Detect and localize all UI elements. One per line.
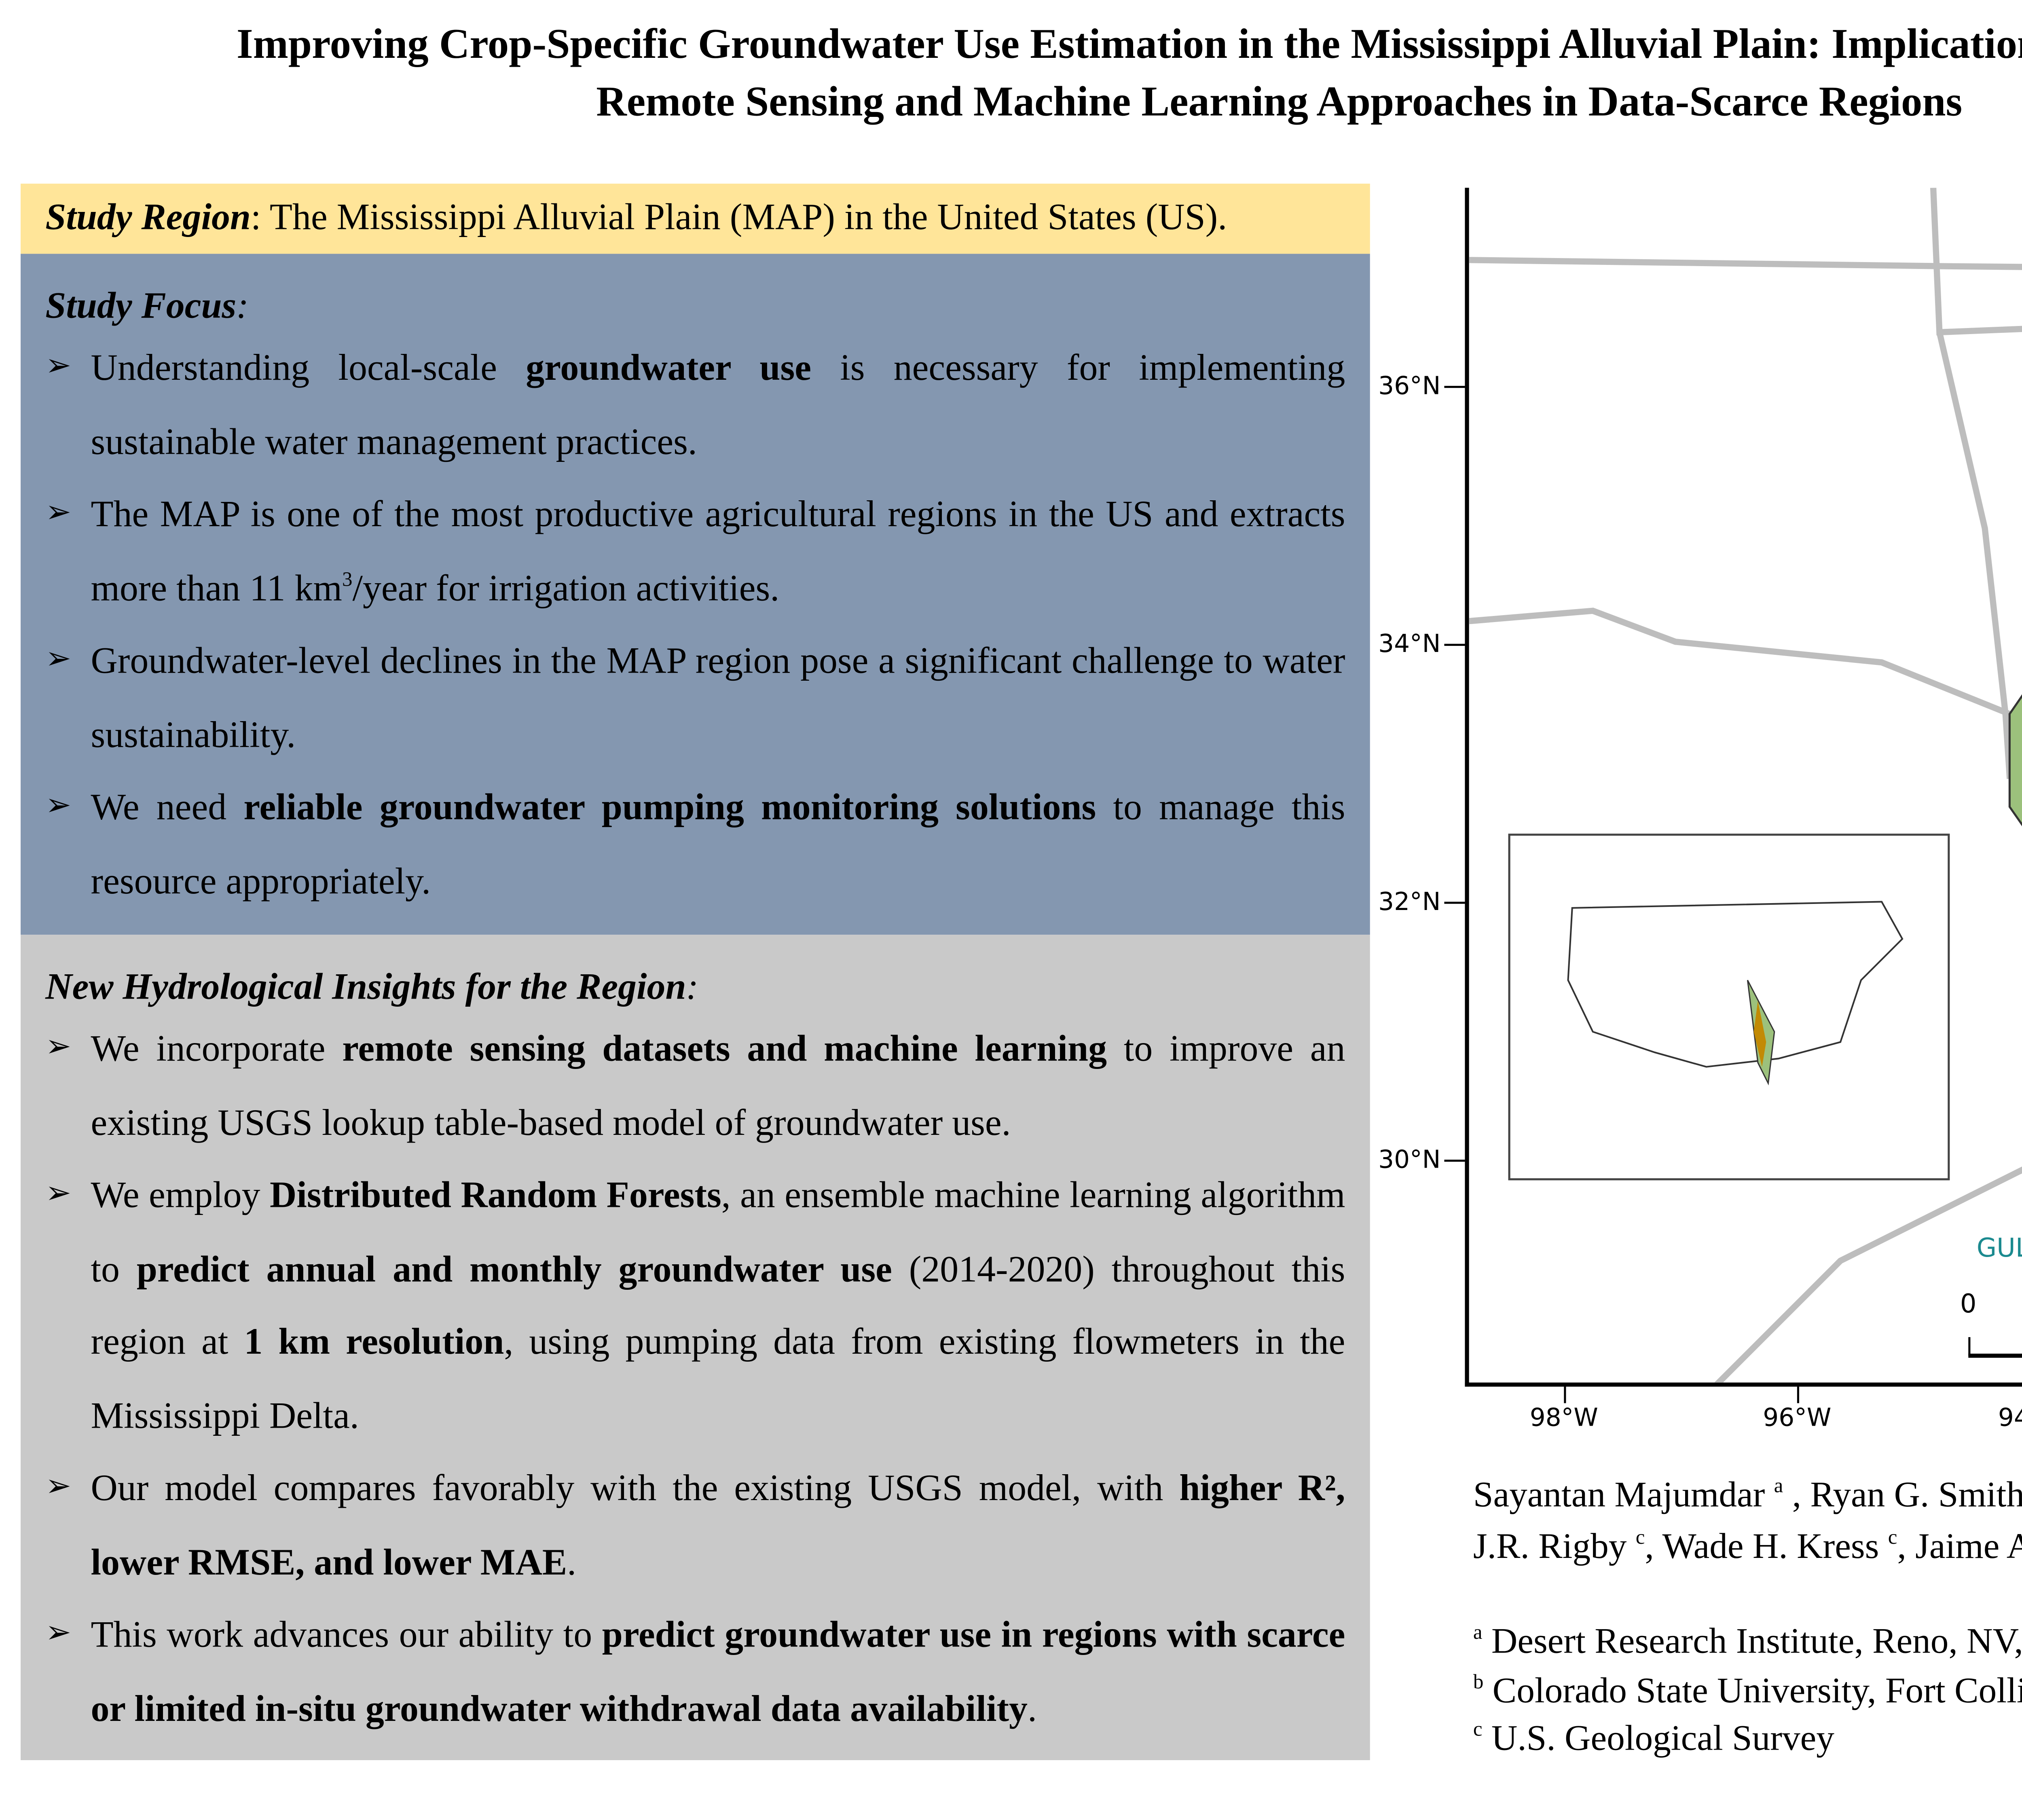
affiliation: a Desert Research Institute, Reno, NV, U… [1473,1620,2022,1661]
map-graphic [1469,188,2022,1383]
lat-label: 32°N [1378,887,1441,916]
lat-label: 36°N [1378,371,1441,400]
study-region-text: The Mississippi Alluvial Plain (MAP) in … [269,196,1227,237]
focus-bullet: ➢ Groundwater-level declines in the MAP … [45,625,1345,772]
focus-bullet: ➢ The MAP is one of the most productive … [45,479,1345,625]
scale-bar: 0 100 200 km [1956,1288,2022,1370]
author-list: Sayantan Majumdar a , Ryan G. Smith b, M… [1473,1473,2022,1566]
insights-panel: New Hydrological Insights for the Region… [21,935,1370,1761]
affiliation: c U.S. Geological Survey [1473,1716,1834,1758]
insights-heading: New Hydrological Insights for the Region [45,965,686,1007]
study-region-label: Study Region [45,196,251,237]
focus-bullet: ➢ Understanding local-scale groundwater … [45,332,1345,478]
arrow-bullet-icon: ➢ [45,1032,72,1065]
title-line-1: Improving Crop-Specific Groundwater Use … [237,23,2022,68]
study-region-panel: Study Region: The Mississippi Alluvial P… [21,184,1370,254]
insight-bullet: ➢ We incorporate remote sensing datasets… [45,1013,1345,1160]
study-area-map [1465,188,2022,1387]
title-line-2: Remote Sensing and Machine Learning Appr… [596,80,1963,126]
inset-usa-map [1508,834,1950,1181]
insight-bullet: ➢ We employ Distributed Random Forests, … [45,1160,1345,1452]
study-focus-panel: Study Focus: ➢ Understanding local-scale… [21,254,1370,935]
lon-label: 98°W [1529,1403,1598,1432]
arrow-bullet-icon: ➢ [45,643,72,677]
arrow-bullet-icon: ➢ [45,1471,72,1505]
lat-label: 34°N [1378,629,1441,658]
arrow-bullet-icon: ➢ [45,1617,72,1651]
paper-title: Improving Crop-Specific Groundwater Use … [0,17,2022,132]
arrow-bullet-icon: ➢ [45,497,72,531]
arrow-bullet-icon: ➢ [45,1178,72,1211]
affiliation: b Colorado State University, Fort Collin… [1473,1668,2022,1710]
insight-bullet: ➢ Our model compares favorably with the … [45,1453,1345,1599]
affiliations: a Desert Research Institute, Reno, NV, U… [1473,1618,2022,1763]
lon-label: 96°W [1763,1403,1832,1432]
focus-bullet: ➢ We need reliable groundwater pumping m… [45,772,1345,918]
arrow-bullet-icon: ➢ [45,351,72,384]
insight-bullet: ➢ This work advances our ability to pred… [45,1599,1345,1746]
gulf-of-mexico-label: GULF OF MEXICO [1976,1232,2022,1263]
arrow-bullet-icon: ➢ [45,790,72,823]
study-focus-heading: Study Focus [45,285,237,326]
lon-label: 94°W [1998,1403,2022,1432]
lat-label: 30°N [1378,1145,1441,1175]
